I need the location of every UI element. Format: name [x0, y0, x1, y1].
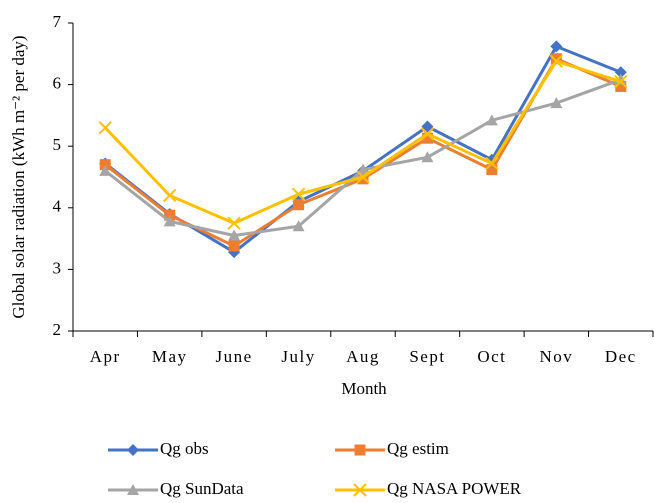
marker: [357, 173, 369, 185]
x-tick-label: Sept: [409, 347, 445, 366]
x-tick-label: June: [216, 347, 253, 366]
marker: [162, 188, 177, 203]
x-tick-label: May: [152, 347, 188, 366]
marker: [127, 444, 139, 456]
x-tick-label: July: [281, 347, 315, 366]
marker: [353, 483, 367, 497]
marker: [227, 216, 241, 230]
marker: [420, 127, 435, 141]
marker: [485, 114, 498, 126]
legend-item: Qg NASA POWER: [335, 479, 522, 498]
marker: [291, 187, 306, 201]
marker: [421, 132, 433, 144]
marker: [614, 74, 628, 89]
series-line: [104, 57, 622, 248]
legend-label: Qg NASA POWER: [387, 479, 522, 498]
marker: [228, 229, 241, 241]
marker: [163, 215, 176, 227]
y-tick-label: 3: [53, 258, 62, 277]
marker: [614, 66, 627, 79]
marker: [293, 199, 305, 211]
y-tick-label: 4: [53, 197, 62, 216]
marker: [356, 170, 370, 184]
legend-item: Qg obs: [108, 439, 209, 458]
x-tick-label: Aug: [346, 347, 380, 366]
marker: [485, 156, 499, 171]
y-tick-label: 2: [53, 320, 62, 339]
marker: [164, 209, 176, 221]
y-axis-label: Global solar radiation (kWh m⁻² per day): [9, 35, 28, 318]
marker: [98, 121, 112, 135]
x-tick-label: Dec: [605, 347, 637, 366]
legend-label: Qg SunData: [160, 479, 244, 498]
marker: [354, 444, 366, 456]
y-tick-label: 7: [53, 12, 62, 31]
marker: [550, 53, 562, 65]
marker: [292, 220, 305, 232]
marker: [99, 159, 111, 171]
marker: [615, 80, 627, 92]
y-tick-label: 5: [53, 135, 62, 154]
series: [98, 54, 628, 230]
legend-label: Qg obs: [160, 439, 209, 458]
legend-item: Qg estim: [335, 439, 449, 458]
x-axis-label: Month: [341, 379, 387, 398]
marker: [550, 40, 563, 53]
legend-item: Qg SunData: [108, 479, 244, 498]
series-line: [104, 59, 622, 225]
marker: [127, 484, 139, 495]
x-tick-label: Apr: [90, 347, 121, 366]
x-tick-label: Oct: [477, 347, 506, 366]
marker: [357, 163, 369, 175]
marker: [421, 151, 434, 163]
marker: [549, 54, 564, 68]
series-line: [104, 78, 622, 238]
marker: [486, 164, 498, 176]
y-tick-label: 6: [53, 74, 62, 93]
legend-label: Qg estim: [387, 439, 449, 458]
marker: [99, 164, 112, 176]
series: [99, 53, 627, 252]
marker: [550, 97, 563, 109]
x-tick-label: Nov: [539, 347, 573, 366]
marker: [228, 240, 240, 252]
marker: [421, 120, 434, 133]
series: [99, 73, 627, 241]
